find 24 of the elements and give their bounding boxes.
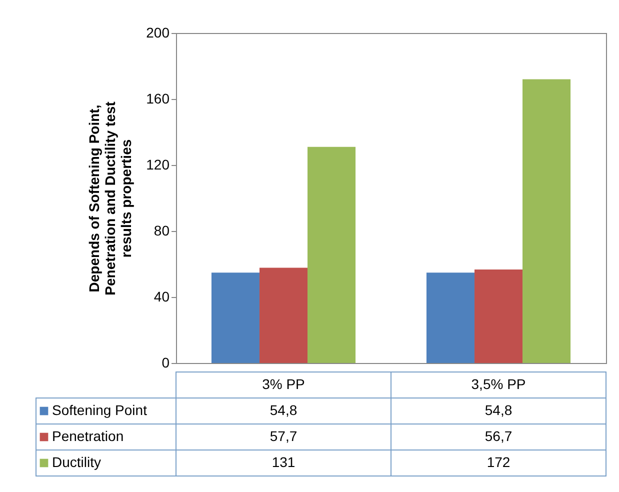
y-axis-title: Depends of Softening Point, Penetration and Ductility test results properties	[86, 101, 134, 296]
y-tick-label: 200	[146, 24, 170, 40]
legend-label: Penetration	[52, 428, 124, 444]
x-tick-label: 3% PP	[262, 376, 305, 392]
data-label: 57,7	[270, 428, 298, 444]
legend-label: Softening Point	[52, 402, 148, 418]
data-label: 172	[486, 454, 510, 470]
bar	[474, 269, 523, 363]
data-label: 131	[272, 454, 296, 470]
bar	[426, 272, 474, 363]
legend-label: Ductility	[52, 454, 102, 470]
y-tick-label: 80	[154, 222, 170, 238]
data-label: 54,8	[484, 402, 512, 418]
bar	[211, 272, 260, 363]
data-label: 56,7	[484, 428, 512, 444]
bar	[522, 79, 571, 363]
x-tick-label: 3,5% PP	[471, 376, 526, 392]
y-tick-label: 40	[154, 288, 170, 304]
y-tick-label: 0	[162, 354, 170, 370]
y-tick-label: 120	[146, 156, 170, 172]
bar	[259, 268, 308, 363]
y-tick-label: 160	[146, 90, 170, 106]
data-label: 54,8	[270, 402, 298, 418]
bar	[308, 146, 356, 363]
